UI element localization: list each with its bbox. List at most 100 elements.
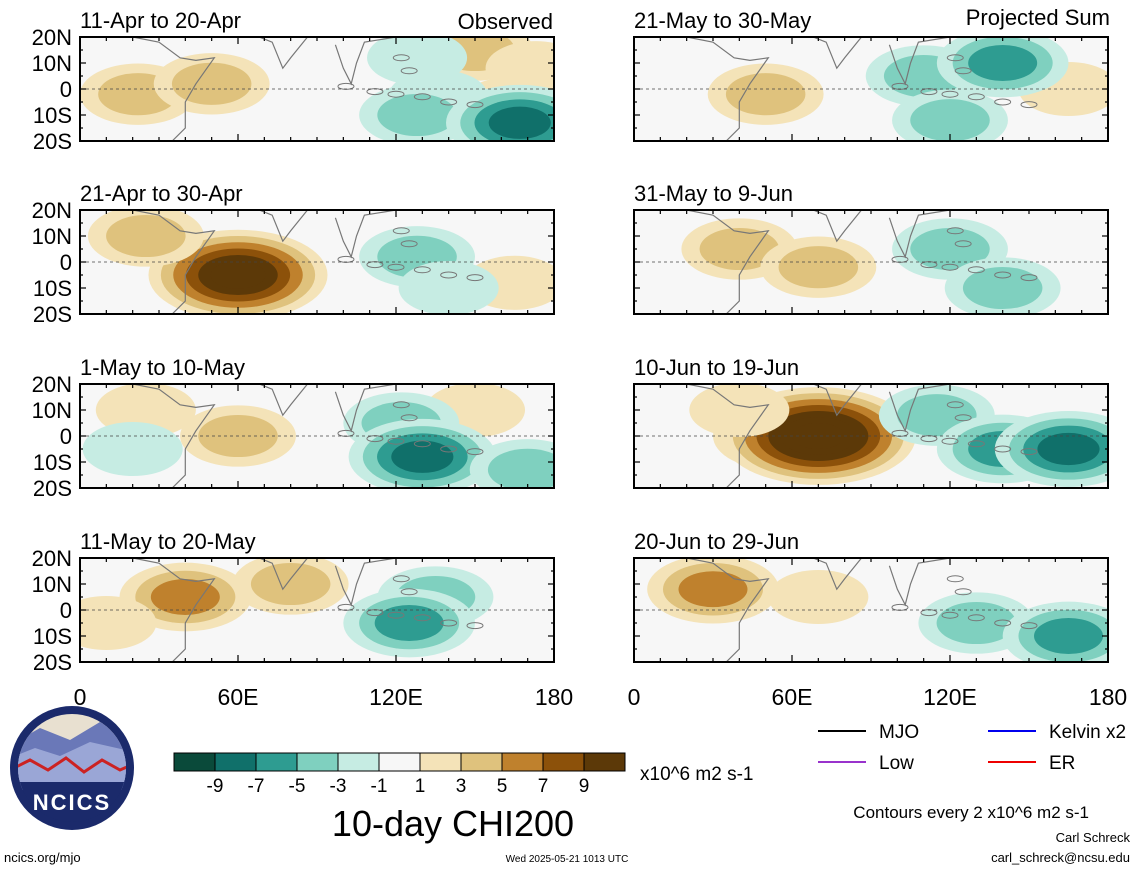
panel-title: 11-Apr to 20-Apr — [80, 8, 241, 33]
panel-title: 10-Jun to 19-Jun — [634, 355, 799, 380]
positive-anomaly — [689, 384, 790, 438]
island-outline — [392, 54, 410, 62]
y-tick-label: 10S — [33, 624, 72, 649]
island-outline — [994, 271, 1012, 279]
legend-item: Kelvin x2 — [988, 722, 1126, 743]
legend-label: MJO — [879, 722, 919, 743]
island-outline — [392, 401, 410, 409]
negative-anomaly — [82, 421, 183, 477]
coastline — [334, 210, 397, 259]
positive-anomaly — [485, 41, 554, 96]
island-outline — [954, 414, 972, 422]
legend-item: ER — [988, 753, 1075, 774]
colorbar-swatch — [419, 752, 462, 772]
island-outline — [1020, 448, 1038, 456]
coastline — [812, 558, 863, 591]
coastline — [888, 37, 951, 86]
coastline — [812, 384, 863, 417]
negative-anomaly — [910, 99, 990, 141]
y-tick-label: 0 — [60, 250, 72, 275]
island-outline — [400, 588, 418, 596]
email[interactable]: carl_schreck@ncsu.edu — [991, 850, 1130, 865]
ncics-logo: NCICS — [10, 706, 134, 830]
coastline — [812, 210, 863, 243]
timestamp: Wed 2025-05-21 1013 UTC — [506, 854, 629, 865]
positive-anomaly — [678, 571, 748, 608]
island-outline — [967, 440, 985, 448]
positive-anomaly — [171, 62, 252, 105]
island-outline — [941, 263, 959, 271]
y-tick-label: 10N — [32, 572, 72, 597]
negative-anomaly — [1034, 618, 1103, 654]
colorbar-swatch — [173, 752, 216, 772]
y-tick-label: 20S — [33, 302, 72, 327]
y-tick-label: 0 — [60, 77, 72, 102]
y-tick-label: 10N — [32, 224, 72, 249]
y-tick-label: 10N — [32, 51, 72, 76]
coastline — [258, 210, 309, 243]
island-outline — [413, 440, 431, 448]
positive-anomaly — [80, 595, 157, 651]
island-outline — [413, 93, 431, 101]
x-axis-labels: 0 60E 120E 180 0 60E 120E 180 — [74, 684, 1128, 710]
colorbar-swatch — [583, 752, 626, 772]
island-outline — [994, 445, 1012, 453]
island-outline — [400, 240, 418, 248]
island-outline — [954, 67, 972, 75]
chart-title: 10-day CHI200 — [332, 803, 574, 844]
positive-anomaly — [792, 423, 845, 449]
island-outline — [466, 101, 484, 109]
y-tick-label: 20S — [33, 476, 72, 501]
panel-8: 20-Jun to 29-Jun — [633, 529, 1109, 663]
colorbar-label: 3 — [456, 776, 467, 797]
coastline — [334, 37, 397, 86]
island-outline — [400, 67, 418, 75]
legend-item: Low — [818, 753, 914, 774]
positive-anomaly — [699, 227, 780, 271]
colorbar-swatch — [255, 752, 298, 772]
negative-anomaly — [374, 605, 444, 641]
positive-anomaly — [725, 73, 806, 116]
coastline — [686, 210, 770, 314]
island-outline — [1020, 622, 1038, 630]
colorbar-label: 1 — [415, 776, 426, 797]
colorbar-label: 5 — [497, 776, 508, 797]
positive-anomaly — [210, 261, 266, 289]
negative-anomaly — [391, 440, 454, 473]
observed-label: Observed — [458, 9, 553, 34]
island-outline — [967, 266, 985, 274]
island-outline — [941, 90, 959, 98]
legend-label: ER — [1049, 753, 1075, 774]
y-tick-label: 10N — [32, 398, 72, 423]
positive-anomaly — [150, 579, 220, 615]
coastline — [686, 558, 770, 662]
author: Carl Schreck — [1056, 830, 1131, 845]
y-tick-label: 20N — [32, 25, 72, 50]
logo-text: NCICS — [33, 790, 111, 815]
island-outline — [967, 614, 985, 622]
x-tick-label: 0 — [74, 684, 87, 710]
website-link[interactable]: ncics.org/mjo — [4, 850, 81, 865]
island-outline — [387, 611, 405, 619]
panel-title: 1-May to 10-May — [80, 355, 245, 380]
coastline — [132, 210, 216, 314]
coastline — [686, 37, 770, 141]
island-outline — [946, 227, 964, 235]
island-outline — [946, 401, 964, 409]
x-tick-label: 0 — [628, 684, 641, 710]
negative-anomaly — [936, 601, 1017, 645]
island-outline — [994, 619, 1012, 627]
legend: MJO Low Kelvin x2 ER — [818, 722, 1126, 774]
coastline — [334, 384, 397, 433]
panel-title: 20-Jun to 29-Jun — [634, 529, 799, 554]
colorbar-label: -3 — [330, 776, 347, 797]
y-tick-label: 10S — [33, 276, 72, 301]
panel-5: 21-May to 30-May — [633, 8, 1109, 142]
island-outline — [466, 274, 484, 282]
colorbar-units: x10^6 m2 s-1 — [640, 764, 753, 785]
y-tick-label: 0 — [60, 598, 72, 623]
